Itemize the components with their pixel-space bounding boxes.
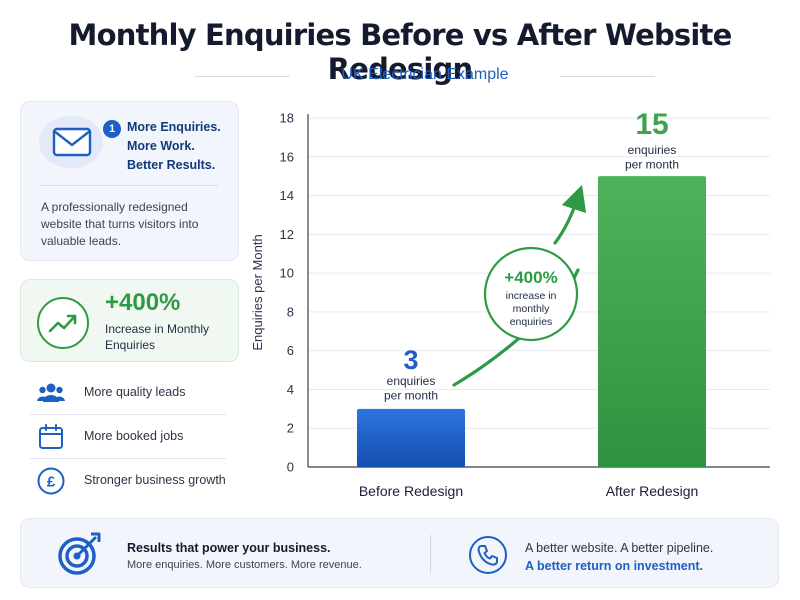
svg-text:£: £ [47, 474, 56, 491]
enquiries-card: 1 More Enquiries. More Work. Better Resu… [20, 101, 239, 261]
annotation-text: monthly [513, 303, 551, 315]
increase-value: +400% [105, 289, 181, 316]
subtitle-rule-left [195, 76, 290, 77]
phone-icon [477, 545, 498, 566]
bar-chart: 0 2 4 6 8 10 12 14 16 18 Enquiries per Month Befo… [250, 108, 770, 499]
benefit-label: More quality leads [84, 385, 186, 399]
subtitle-wrap: UK Electrician Example [195, 64, 655, 88]
people-icon [37, 383, 65, 402]
y-tick-label: 0 [287, 460, 294, 475]
y-tick-label: 18 [280, 111, 294, 126]
bar-value-label: 15 [635, 108, 668, 141]
annotation-text: enquiries [510, 316, 553, 328]
bar-unit-label: enquiries [387, 374, 436, 388]
x-tick-label: After Redesign [606, 483, 699, 499]
divider [41, 185, 218, 186]
benefit-divider [30, 458, 226, 459]
subtitle: UK Electrician Example [341, 66, 509, 83]
benefit-item-growth: £ Stronger business growth [30, 462, 226, 500]
trend-up-icon [48, 314, 77, 333]
y-tick-label: 16 [280, 149, 294, 164]
bar [357, 408, 465, 467]
bar-value-label: 3 [403, 345, 418, 375]
tagline-line-2: More Work. [127, 139, 195, 153]
y-tick-label: 10 [280, 266, 294, 281]
y-tick-label: 8 [287, 304, 294, 319]
y-tick-label: 4 [287, 382, 294, 397]
page-title: Monthly Enquiries Before vs After Websit… [68, 18, 733, 86]
annotation-circle [483, 246, 579, 342]
enquiries-tagline: More Enquiries. More Work. Better Result… [127, 118, 221, 175]
notification-badge: 1 [103, 120, 121, 138]
benefit-label: Stronger business growth [84, 473, 226, 487]
y-tick-label: 2 [287, 421, 294, 436]
pound-icon: £ [37, 467, 65, 495]
y-axis-label: Enquiries per Month [250, 234, 265, 350]
increase-card: +400% Increase in Monthly Enquiries [20, 279, 239, 362]
growth-arrow-upper [553, 184, 587, 245]
footer-subtitle: More enquiries. More customers. More rev… [127, 559, 362, 571]
y-tick-label: 6 [287, 343, 294, 358]
envelope-icon [52, 127, 92, 157]
envelope-icon-bg [39, 116, 103, 168]
trend-up-icon-ring [37, 297, 89, 349]
increase-label: Increase in Monthly Enquiries [105, 322, 210, 352]
benefit-divider [30, 414, 226, 415]
calendar-icon [39, 424, 63, 449]
benefit-item-leads: More quality leads [30, 374, 226, 412]
enquiries-description: A professionally redesigned website that… [41, 200, 199, 248]
benefit-item-jobs: More booked jobs [30, 418, 226, 456]
y-tick-layer: 0 2 4 6 8 10 12 14 16 18 [280, 111, 294, 475]
bar-unit-label: per month [625, 158, 679, 172]
bar-unit-label: per month [384, 388, 438, 402]
subtitle-rule-right [560, 76, 655, 77]
footer-roi: A better return on investment. [525, 559, 704, 573]
annotation-value: +400% [504, 268, 557, 287]
footer-divider [430, 535, 431, 573]
footer-banner: Results that power your business. More e… [20, 518, 779, 588]
footer-title: Results that power your business. [127, 541, 331, 555]
footer-tagline: A better website. A better pipeline. [525, 541, 714, 555]
tagline-line-1: More Enquiries. [127, 120, 221, 134]
benefit-label: More booked jobs [84, 429, 184, 443]
y-tick-label: 14 [280, 188, 294, 203]
phone-icon-ring [469, 536, 507, 574]
target-icon [58, 532, 101, 575]
y-tick-label: 12 [280, 227, 294, 242]
bar [598, 176, 706, 467]
tagline-line-3: Better Results. [127, 158, 216, 172]
x-tick-label: Before Redesign [359, 483, 463, 499]
bar-unit-label: enquiries [628, 143, 677, 157]
annotation-text: increase in [506, 290, 557, 302]
